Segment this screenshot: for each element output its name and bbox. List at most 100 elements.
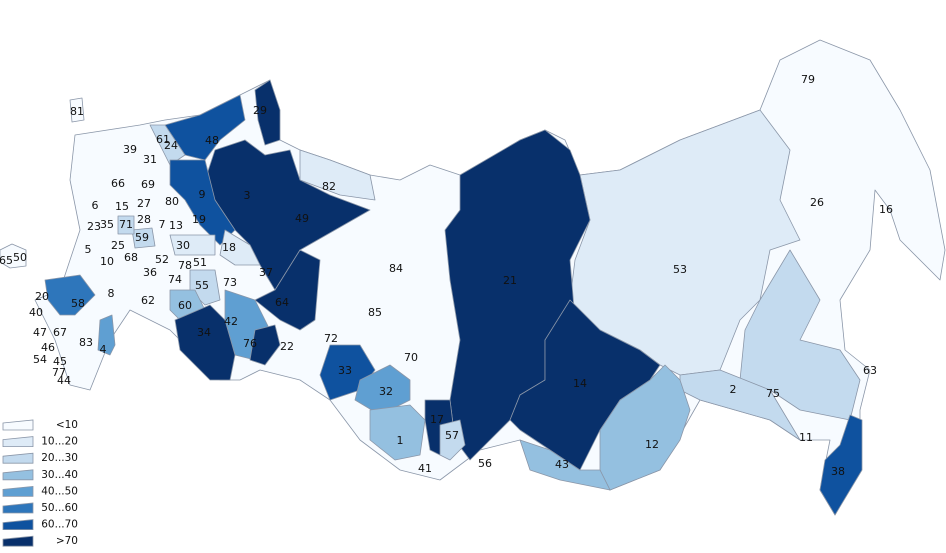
legend-label: 30...40 [41,469,78,481]
legend-label: 60...70 [41,519,78,531]
legend-label: 50...60 [41,502,78,514]
legend: <10 10...20 20...30 30...40 40...50 50...60 60… [2,419,78,547]
region-label-71: 71 [119,218,133,231]
region-label-40: 40 [29,306,43,319]
region-75-shape[interactable] [739,249,861,421]
region-65-50-shape[interactable] [0,243,27,269]
region-label-16: 16 [879,203,893,216]
region-label-47: 47 [33,326,47,339]
region-4-shape[interactable] [97,314,116,356]
region-label-18: 18 [222,241,236,254]
region-label-39: 39 [123,143,137,156]
legend-label: 40...50 [41,485,78,497]
region-label-14: 14 [573,377,587,390]
region-label-46: 46 [41,341,55,354]
region-label-54: 54 [33,353,47,366]
region-38-shape[interactable] [819,414,863,516]
region-9-shape[interactable] [169,159,236,246]
region-label-38: 38 [831,465,845,478]
region-label-1: 1 [397,434,404,447]
region-label-83: 83 [79,336,93,349]
region-label-59: 59 [135,231,149,244]
region-24-shape[interactable] [149,124,186,166]
region-label-23: 23 [87,220,101,233]
region-label-15: 15 [115,200,129,213]
legend-swatch [2,436,34,448]
region-label-76: 76 [243,337,257,350]
region-label-12: 12 [645,438,659,451]
region-label-7: 7 [159,218,166,231]
region-32-shape[interactable] [354,364,411,416]
region-18-shape[interactable] [219,229,261,266]
region-label-33: 33 [338,364,352,377]
region-label-85: 85 [368,306,382,319]
legend-swatch [2,469,34,481]
legend-label: 20...30 [41,452,78,464]
legend-label: 10...20 [41,436,78,448]
region-label-17: 17 [430,413,444,426]
region-label-30: 30 [176,239,190,252]
legend-swatch [2,452,34,464]
region-label-64: 64 [275,296,289,309]
region-label-49: 49 [295,212,309,225]
region-label-62: 62 [141,294,155,307]
legend-label: <10 [56,419,78,431]
region-label-67: 67 [53,326,67,339]
region-label-29: 29 [253,104,267,117]
region-76-shape[interactable] [249,324,281,366]
region-label-42: 42 [224,315,238,328]
region-label-81: 81 [70,105,84,118]
legend-swatch [2,485,34,497]
region-81-shape[interactable] [69,97,85,123]
region-30-shape[interactable] [169,234,216,256]
region-34-shape[interactable] [174,304,236,381]
region-label-5: 5 [85,243,92,256]
region-label-66: 66 [111,177,125,190]
region-label-82: 82 [322,180,336,193]
region-label-22: 22 [280,340,294,353]
region-label-26: 26 [810,196,824,209]
region-59-shape[interactable] [131,227,156,249]
region-label-50: 50 [13,251,27,264]
region-14-shape[interactable] [509,299,661,471]
region-label-58: 58 [71,297,85,310]
region-48-shape[interactable] [164,94,246,161]
region-1-shape[interactable] [369,404,426,461]
region-29-shape[interactable] [254,79,281,146]
region-label-48: 48 [205,134,219,147]
region-label-75: 75 [766,387,780,400]
region-71-shape[interactable] [117,215,135,235]
region-label-73: 73 [223,276,237,289]
region-label-35: 35 [100,218,114,231]
region-label-25: 25 [111,239,125,252]
region-label-43: 43 [555,458,569,471]
legend-swatch [2,519,34,530]
region-label-79: 79 [801,73,815,86]
region-label-68: 68 [124,251,138,264]
region-label-78: 78 [178,259,192,272]
region-label-57: 57 [445,429,459,442]
region-label-45: 45 [53,355,67,368]
region-label-31: 31 [143,153,157,166]
legend-swatch [2,502,34,514]
region-label-28: 28 [137,213,151,226]
region-64-shape[interactable] [254,249,321,331]
region-58-shape[interactable] [44,274,96,316]
region-label-74: 74 [168,273,182,286]
region-label-61: 61 [156,133,170,146]
region-57-shape[interactable] [439,419,466,461]
legend-swatch [2,535,34,547]
region-label-63: 63 [863,364,877,377]
region-label-36: 36 [143,266,157,279]
region-label-56: 56 [478,457,492,470]
region-label-21: 21 [503,274,517,287]
legend-swatch [2,419,34,431]
region-label-37: 37 [259,266,273,279]
region-label-53: 53 [673,263,687,276]
region-label-8: 8 [108,287,115,300]
region-label-77: 77 [52,366,66,379]
region-label-11: 11 [799,431,813,444]
region-label-20: 20 [35,290,49,303]
